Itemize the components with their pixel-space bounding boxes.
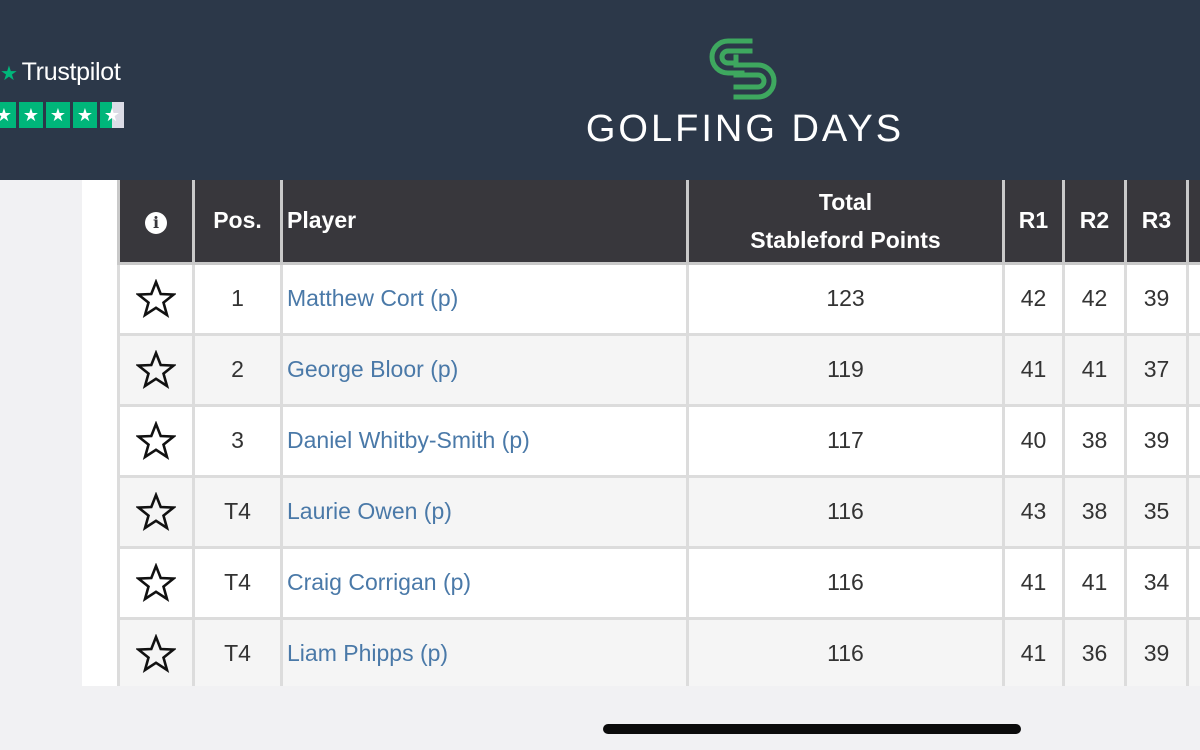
favorite-star-icon[interactable] — [136, 491, 176, 532]
total-points-cell: 116 — [686, 474, 1005, 549]
home-indicator[interactable] — [603, 724, 1021, 734]
r2-cell: 41 — [1062, 332, 1127, 407]
favorite-cell[interactable] — [117, 545, 195, 620]
player-name-link[interactable]: Matthew Cort (p) — [287, 285, 459, 311]
table-row[interactable]: 3 Daniel Whitby-Smith (p) 117 40 38 39 — [117, 403, 1200, 478]
favorite-cell[interactable] — [117, 332, 195, 407]
player-name-link[interactable]: George Bloor (p) — [287, 356, 459, 382]
favorite-star-icon[interactable] — [136, 349, 176, 390]
r1-cell: 41 — [1002, 616, 1065, 686]
rating-star-icon: ★ — [19, 102, 43, 128]
position-cell: T4 — [192, 616, 283, 686]
player-name-link[interactable]: Daniel Whitby-Smith (p) — [287, 427, 530, 453]
more-columns-cell — [1186, 474, 1200, 549]
player-cell[interactable]: Daniel Whitby-Smith (p) — [280, 403, 689, 478]
player-cell[interactable]: Laurie Owen (p) — [280, 474, 689, 549]
favorite-star-icon[interactable] — [136, 420, 176, 461]
r2-cell: 38 — [1062, 403, 1127, 478]
total-points-cell: 123 — [686, 261, 1005, 336]
r1-cell: 41 — [1002, 332, 1065, 407]
favorite-cell[interactable] — [117, 616, 195, 686]
r1-header[interactable]: R1 — [1002, 180, 1065, 265]
trustpilot-star-icon: ★ — [0, 63, 18, 85]
trustpilot-logo[interactable]: ★ Trustpilot — [0, 58, 121, 87]
position-cell: T4 — [192, 474, 283, 549]
favorite-cell[interactable] — [117, 403, 195, 478]
position-cell: 1 — [192, 261, 283, 336]
total-header-line2: Stableford Points — [750, 226, 941, 253]
more-columns-cell — [1186, 332, 1200, 407]
table-row[interactable]: T4 Liam Phipps (p) 116 41 36 39 — [117, 616, 1200, 686]
player-cell[interactable]: George Bloor (p) — [280, 332, 689, 407]
table-row[interactable]: T4 Craig Corrigan (p) 116 41 41 34 — [117, 545, 1200, 620]
total-header-line1: Total — [818, 188, 873, 215]
favorite-star-icon[interactable] — [136, 278, 176, 319]
site-header: ★ Trustpilot ★ ★ ★ ★ ★ GOLFING DAYS — [0, 0, 1200, 180]
r2-cell: 42 — [1062, 261, 1127, 336]
player-header[interactable]: Player — [280, 180, 689, 265]
r3-cell: 39 — [1124, 616, 1189, 686]
favorite-cell[interactable] — [117, 261, 195, 336]
total-points-cell: 117 — [686, 403, 1005, 478]
r2-cell: 36 — [1062, 616, 1127, 686]
total-points-cell: 116 — [686, 545, 1005, 620]
more-columns-header — [1186, 180, 1200, 265]
rating-star-icon: ★ — [73, 102, 97, 128]
table-row[interactable]: T4 Laurie Owen (p) 116 43 38 35 — [117, 474, 1200, 549]
favorite-star-icon[interactable] — [136, 562, 176, 603]
golfing-days-logo-icon[interactable] — [706, 35, 780, 103]
r1-cell: 40 — [1002, 403, 1065, 478]
favorite-cell[interactable] — [117, 474, 195, 549]
player-name-link[interactable]: Craig Corrigan (p) — [287, 569, 472, 595]
player-name-link[interactable]: Liam Phipps (p) — [287, 640, 449, 666]
r3-header[interactable]: R3 — [1124, 180, 1189, 265]
r1-cell: 43 — [1002, 474, 1065, 549]
total-points-header[interactable]: Total Stableford Points — [686, 180, 1005, 265]
total-points-cell: 119 — [686, 332, 1005, 407]
r2-header[interactable]: R2 — [1062, 180, 1127, 265]
r3-cell: 34 — [1124, 545, 1189, 620]
trustpilot-rating-stars[interactable]: ★ ★ ★ ★ ★ — [0, 102, 124, 128]
pos-header[interactable]: Pos. — [192, 180, 283, 265]
table-row[interactable]: 2 George Bloor (p) 119 41 41 37 — [117, 332, 1200, 407]
table-row[interactable]: 1 Matthew Cort (p) 123 42 42 39 — [117, 261, 1200, 336]
position-cell: T4 — [192, 545, 283, 620]
more-columns-cell — [1186, 545, 1200, 620]
player-cell[interactable]: Craig Corrigan (p) — [280, 545, 689, 620]
total-points-cell: 116 — [686, 616, 1005, 686]
table-header-row: i Pos. Player Total Stableford Points R1… — [117, 180, 1200, 265]
more-columns-cell — [1186, 403, 1200, 478]
info-header[interactable]: i — [117, 180, 195, 265]
trustpilot-label: Trustpilot — [21, 58, 121, 86]
r2-cell: 41 — [1062, 545, 1127, 620]
rating-star-icon: ★ — [0, 102, 16, 128]
player-cell[interactable]: Liam Phipps (p) — [280, 616, 689, 686]
position-cell: 2 — [192, 332, 283, 407]
leaderboard-panel: i Pos. Player Total Stableford Points R1… — [82, 180, 1200, 686]
r2-cell: 38 — [1062, 474, 1127, 549]
rating-half-star-icon: ★ — [100, 102, 124, 128]
r1-cell: 41 — [1002, 545, 1065, 620]
rating-star-icon: ★ — [46, 102, 70, 128]
position-cell: 3 — [192, 403, 283, 478]
r3-cell: 35 — [1124, 474, 1189, 549]
r3-cell: 39 — [1124, 261, 1189, 336]
golfing-days-wordmark[interactable]: GOLFING DAYS — [585, 108, 905, 150]
more-columns-cell — [1186, 261, 1200, 336]
info-icon: i — [145, 211, 167, 234]
r1-cell: 42 — [1002, 261, 1065, 336]
player-cell[interactable]: Matthew Cort (p) — [280, 261, 689, 336]
leaderboard-table: i Pos. Player Total Stableford Points R1… — [117, 180, 1200, 686]
r3-cell: 37 — [1124, 332, 1189, 407]
more-columns-cell — [1186, 616, 1200, 686]
player-name-link[interactable]: Laurie Owen (p) — [287, 498, 452, 524]
favorite-star-icon[interactable] — [136, 633, 176, 674]
r3-cell: 39 — [1124, 403, 1189, 478]
